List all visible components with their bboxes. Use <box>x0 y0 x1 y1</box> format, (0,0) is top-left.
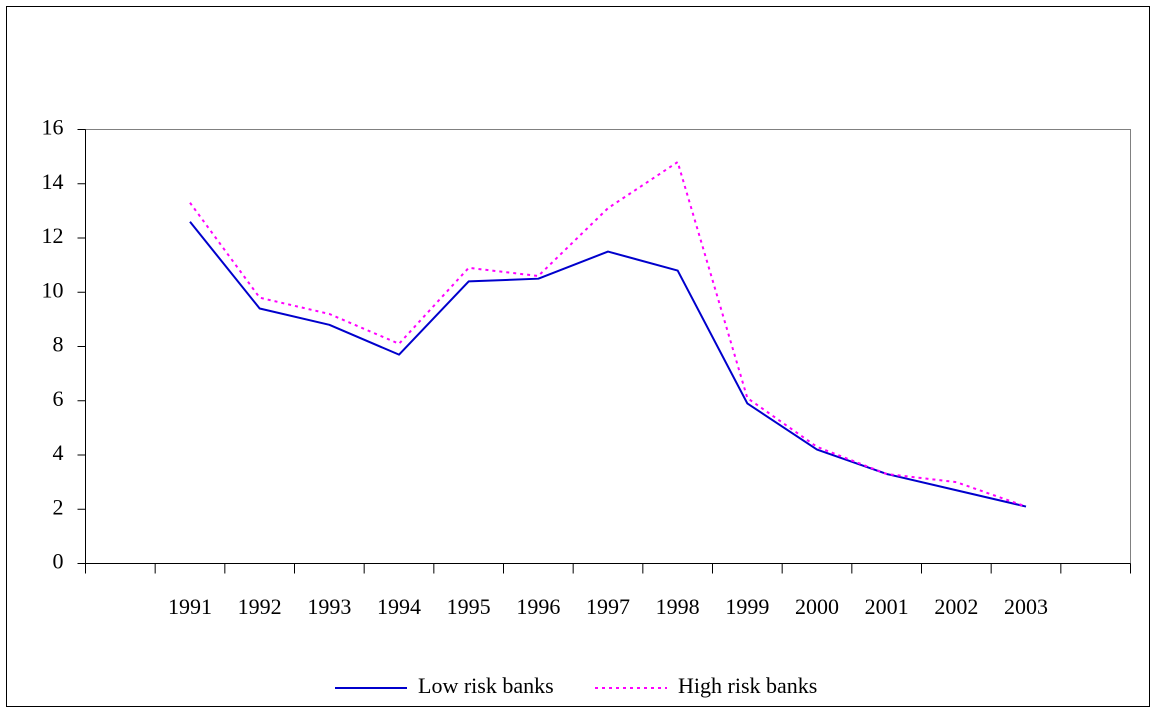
x-tick-label: 1996 <box>516 594 560 619</box>
x-tick-label: 1997 <box>586 594 630 619</box>
y-tick-label: 0 <box>53 549 64 574</box>
x-tick-label: 2002 <box>934 594 978 619</box>
chart-border <box>6 6 1150 707</box>
legend-label: Low risk banks <box>418 673 554 698</box>
y-tick-label: 4 <box>53 440 64 465</box>
x-tick-label: 1999 <box>725 594 769 619</box>
x-tick-label: 1993 <box>307 594 351 619</box>
x-tick-label: 1995 <box>447 594 491 619</box>
y-tick-label: 14 <box>42 169 64 194</box>
y-tick-label: 12 <box>42 223 64 248</box>
legend-label: High risk banks <box>678 673 817 698</box>
y-tick-label: 6 <box>53 386 64 411</box>
y-tick-label: 10 <box>42 277 64 302</box>
x-tick-label: 1994 <box>377 594 421 619</box>
x-tick-label: 2000 <box>795 594 839 619</box>
x-tick-label: 2003 <box>1004 594 1048 619</box>
y-tick-label: 2 <box>53 494 64 519</box>
x-tick-label: 1991 <box>168 594 212 619</box>
x-tick-label: 2001 <box>865 594 909 619</box>
x-tick-label: 1992 <box>238 594 282 619</box>
y-tick-label: 8 <box>53 332 64 357</box>
series-line <box>189 161 1027 508</box>
x-tick-label: 1998 <box>656 594 700 619</box>
y-tick-label: 16 <box>42 115 64 140</box>
